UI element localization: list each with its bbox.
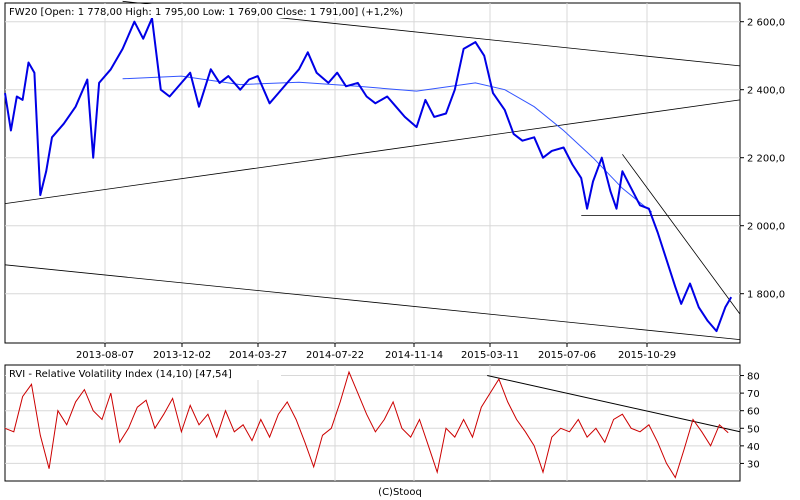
- rvi-header-bg: [6, 366, 281, 380]
- x-tick-label: 2015-10-29: [618, 350, 676, 361]
- trendline: [4, 264, 741, 340]
- x-tick-label: 2015-07-06: [538, 350, 596, 361]
- x-tick-label: 2014-07-22: [306, 350, 364, 361]
- x-tick-label: 2015-03-11: [461, 350, 519, 361]
- price-grid: [5, 3, 740, 343]
- rvi-y-axis: 80 70 60 50 40 30: [740, 372, 760, 470]
- x-tick-label: 2014-03-27: [229, 350, 287, 361]
- price-panel: [4, 2, 741, 344]
- rvi-y-tick-label: 70: [747, 389, 760, 400]
- trendline: [622, 154, 741, 315]
- rvi-y-tick-label: 40: [747, 442, 760, 453]
- x-tick-label: 2013-12-02: [153, 350, 211, 361]
- price-line: [4, 17, 733, 333]
- trendline: [4, 99, 741, 204]
- price-y-tick-label: 2 000,0: [747, 222, 785, 233]
- rvi-panel: [4, 364, 741, 482]
- rvi-trendline: [487, 375, 741, 433]
- rvi-y-tick-label: 50: [747, 424, 760, 435]
- rvi-y-tick-label: 30: [747, 459, 760, 470]
- price-y-tick-label: 1 800,0: [747, 290, 785, 301]
- rvi-line: [4, 370, 729, 479]
- rvi-grid: [5, 365, 740, 481]
- rvi-y-tick-label: 80: [747, 372, 760, 383]
- copyright: (C)Stooq: [378, 487, 422, 498]
- x-axis: 2013-08-07 2013-12-02 2014-03-27 2014-07-22…: [76, 343, 676, 361]
- price-header-bg: [6, 4, 396, 18]
- price-y-tick-label: 2 600,0: [747, 18, 785, 29]
- rvi-header: RVI - Relative Volatility Index (14,10) …: [9, 369, 232, 380]
- x-tick-label: 2014-11-14: [385, 350, 443, 361]
- price-trendlines: [4, 0, 741, 340]
- rvi-y-tick-label: 60: [747, 407, 760, 418]
- sma-line: [122, 75, 653, 213]
- price-y-tick-label: 2 200,0: [747, 154, 785, 165]
- price-y-axis: 2 600,0 2 400,0 2 200,0 2 000,0 1 800,0: [740, 18, 785, 301]
- price-header: FW20 [Open: 1 778,00 High: 1 795,00 Low:…: [9, 7, 403, 18]
- price-y-tick-label: 2 400,0: [747, 86, 785, 97]
- x-tick-label: 2013-08-07: [76, 350, 134, 361]
